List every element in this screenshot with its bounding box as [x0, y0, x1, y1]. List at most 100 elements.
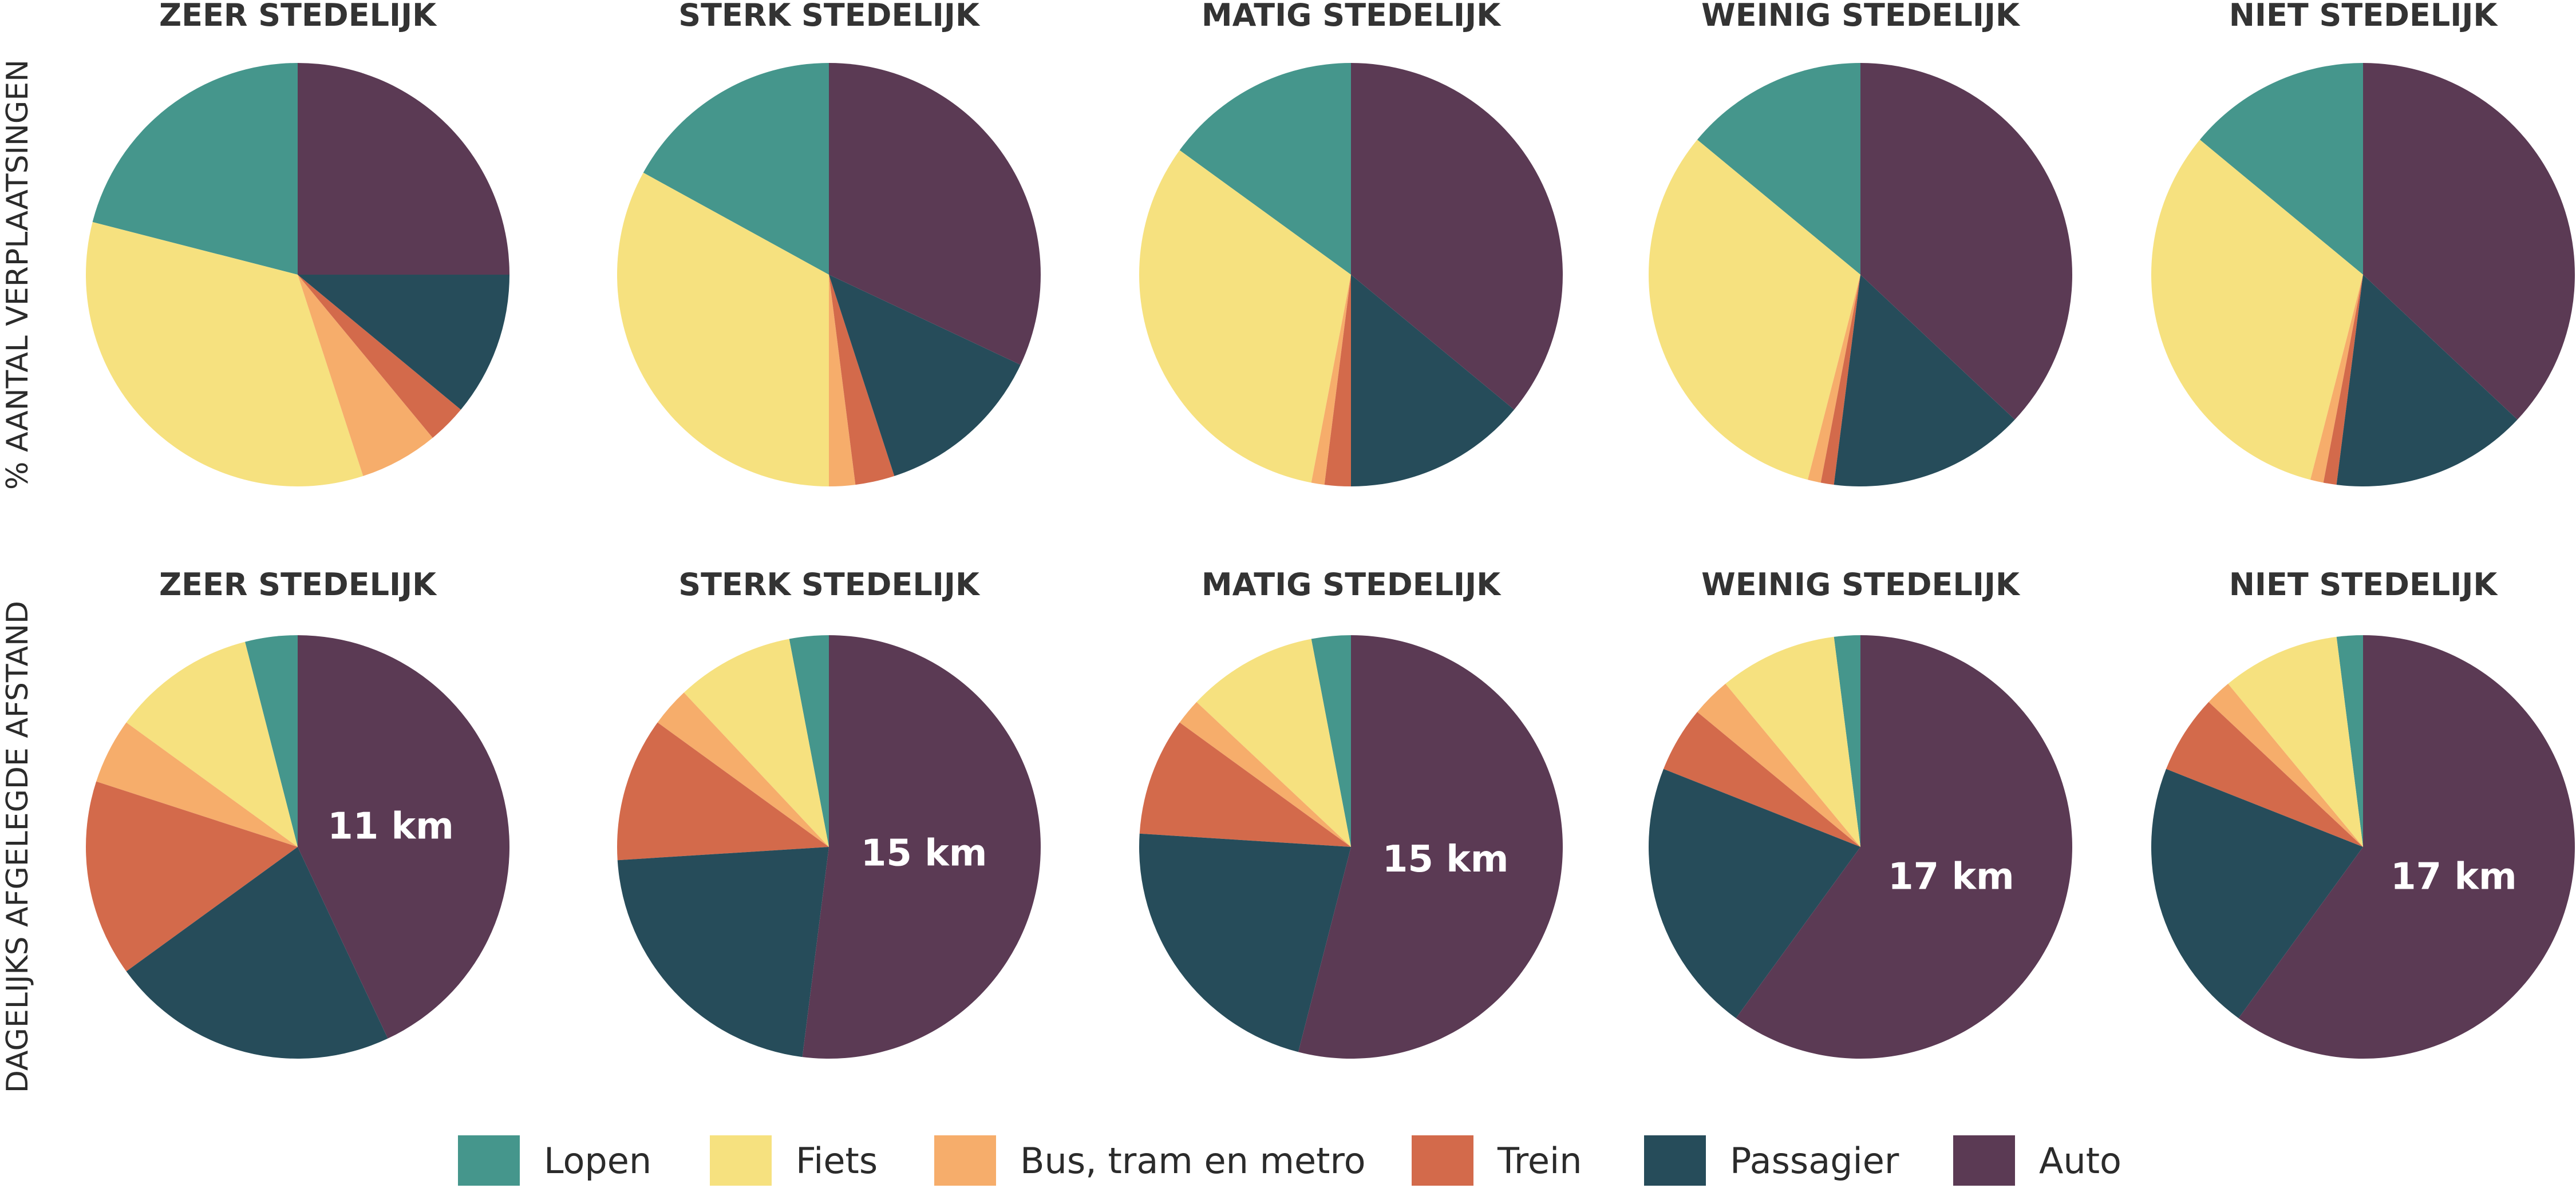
slice-passagier — [617, 847, 829, 1058]
pie-1-1: STERK STEDELIJK 15 km — [617, 567, 1041, 1059]
pie-1-2: MATIG STEDELIJK 15 km — [1139, 567, 1563, 1059]
slice-passagier — [298, 275, 509, 410]
slice-fiets — [1725, 636, 1860, 847]
pie-charts: ZEER STEDELIJK STERK STEDELIJK MATIG STEDE… — [85, 0, 2575, 1059]
slice-lopen — [789, 635, 829, 847]
pie-1-4: NIET STEDELIJK 17 km — [2151, 567, 2575, 1059]
slice-fiets — [683, 639, 829, 847]
slice-lopen — [1834, 635, 1860, 847]
legend-swatch — [710, 1135, 772, 1186]
slice-lopen — [1311, 635, 1351, 847]
slice-fiets — [2228, 636, 2363, 847]
slice-lopen — [2336, 635, 2363, 847]
pie-title: STERK STEDELIJK — [678, 0, 981, 33]
slice-fiets — [1196, 639, 1351, 847]
slice-trein — [85, 781, 298, 972]
legend-item-lopen: Lopen — [458, 1135, 651, 1186]
slice-trein — [1663, 712, 1860, 847]
slice-trein — [2323, 275, 2363, 485]
legend-swatch — [1953, 1135, 2015, 1186]
slice-lopen — [244, 635, 298, 847]
legend-item-bus-tram-en-metro: Bus, tram en metro — [934, 1135, 1366, 1186]
slice-fiets — [126, 641, 298, 847]
slice-trein — [617, 722, 829, 861]
legend-item-trein: Trein — [1412, 1135, 1582, 1186]
slice-auto — [1298, 635, 1563, 1059]
slice-fiets — [617, 172, 829, 486]
slice-bus-tram-en-metro — [2208, 683, 2363, 847]
slice-bus-tram-en-metro — [96, 722, 298, 847]
row-labels: % AANTAL VERPLAATSINGEN DAGELIJKS AFGELEG… — [1, 60, 35, 1093]
legend-label: Passagier — [1730, 1140, 1899, 1182]
slice-fiets — [2151, 140, 2363, 480]
slice-auto — [298, 635, 510, 1039]
slice-bus-tram-en-metro — [1311, 275, 1351, 485]
pie-1-0: ZEER STEDELIJK 11 km — [85, 567, 510, 1059]
legend-item-passagier: Passagier — [1644, 1135, 1899, 1186]
slice-bus-tram-en-metro — [1697, 683, 1860, 847]
slice-auto — [1351, 63, 1563, 410]
legend-swatch — [458, 1135, 520, 1186]
slice-lopen — [1697, 63, 1860, 275]
slice-passagier — [2336, 275, 2518, 486]
pie-title: MATIG STEDELIJK — [1202, 0, 1502, 33]
slice-passagier — [1139, 833, 1351, 1052]
slice-bus-tram-en-metro — [657, 692, 829, 847]
pie-0-0: ZEER STEDELIJK — [85, 0, 509, 487]
legend-label: Auto — [2039, 1140, 2121, 1182]
pie-0-1: STERK STEDELIJK — [617, 0, 1041, 486]
slice-lopen — [92, 63, 298, 275]
legend-label: Lopen — [544, 1140, 651, 1182]
slice-fiets — [1139, 150, 1351, 483]
row-label-0: % AANTAL VERPLAATSINGEN — [1, 60, 35, 490]
pie-title: ZEER STEDELIJK — [159, 0, 437, 33]
slice-passagier — [1834, 275, 2015, 486]
slice-bus-tram-en-metro — [1179, 702, 1351, 847]
slice-trein — [829, 275, 895, 485]
legend: Lopen Fiets Bus, tram en metro Trein Passagi… — [458, 1135, 2121, 1186]
distance-label: 15 km — [1382, 838, 1509, 881]
distance-label: 17 km — [1888, 856, 2014, 898]
slice-fiets — [85, 221, 364, 487]
slice-trein — [1139, 722, 1351, 847]
legend-item-fiets: Fiets — [710, 1135, 878, 1186]
distance-label: 15 km — [861, 833, 987, 875]
pie-0-4: NIET STEDELIJK — [2151, 0, 2575, 486]
slice-auto — [2363, 62, 2575, 420]
slice-lopen — [2199, 62, 2363, 275]
slice-auto — [802, 635, 1041, 1059]
distance-label: 17 km — [2391, 856, 2517, 898]
row-label-1: DAGELIJKS AFGELEGDE AFSTAND — [1, 601, 35, 1093]
slice-trein — [298, 275, 461, 438]
slice-bus-tram-en-metro — [2310, 275, 2363, 483]
pie-title: WEINIG STEDELIJK — [1701, 0, 2021, 33]
slice-trein — [1820, 275, 1860, 485]
pie-0-3: WEINIG STEDELIJK — [1648, 0, 2072, 486]
pie-title: ZEER STEDELIJK — [159, 567, 437, 603]
pie-title: MATIG STEDELIJK — [1202, 567, 1502, 603]
slice-passagier — [126, 847, 388, 1059]
slice-passagier — [2151, 769, 2363, 1019]
slice-lopen — [643, 63, 829, 275]
legend-swatch — [934, 1135, 996, 1186]
slice-bus-tram-en-metro — [1807, 275, 1860, 483]
pie-title: NIET STEDELIJK — [2229, 0, 2499, 33]
slice-bus-tram-en-metro — [829, 275, 856, 486]
pie-title: NIET STEDELIJK — [2229, 567, 2499, 603]
slice-auto — [1860, 62, 2072, 420]
legend-swatch — [1412, 1135, 1473, 1186]
slice-passagier — [1351, 275, 1515, 486]
slice-trein — [2166, 702, 2363, 847]
legend-label: Fiets — [796, 1140, 878, 1182]
distance-label: 11 km — [327, 806, 454, 848]
legend-swatch — [1644, 1135, 1706, 1186]
pie-0-2: MATIG STEDELIJK — [1139, 0, 1563, 486]
slice-lopen — [1179, 63, 1351, 275]
slice-bus-tram-en-metro — [298, 275, 433, 476]
slice-fiets — [1648, 140, 1860, 480]
slice-auto — [298, 63, 509, 275]
slice-passagier — [1648, 769, 1860, 1019]
legend-label: Trein — [1497, 1140, 1582, 1182]
slice-passagier — [829, 275, 1021, 476]
